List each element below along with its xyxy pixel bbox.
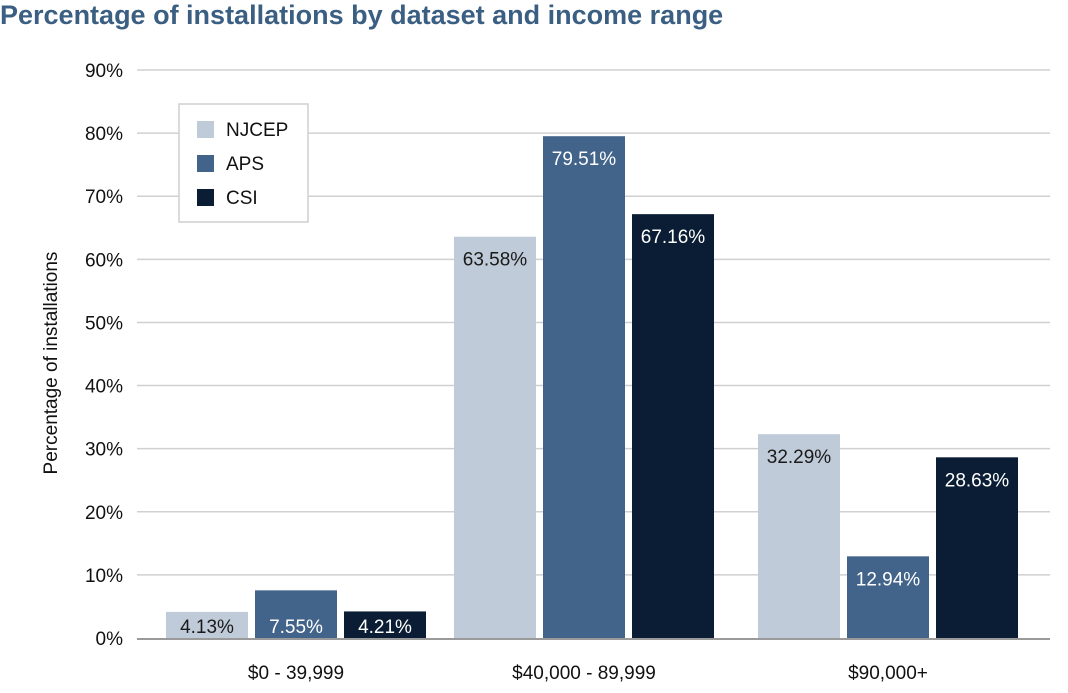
x-axis-ticks: $0 - 39,999 $40,000 - 89,999 $90,000+ <box>248 663 928 684</box>
legend-label-aps: APS <box>226 154 264 175</box>
bar-aps <box>543 136 625 638</box>
y-tick-label: 70% <box>85 187 123 208</box>
y-tick-label: 90% <box>85 61 123 82</box>
x-tick-label: $40,000 - 89,999 <box>512 663 656 684</box>
bar-data-label: 4.13% <box>180 617 234 638</box>
bar-data-label: 7.55% <box>269 617 323 638</box>
legend-swatch-aps <box>197 155 214 172</box>
legend-swatch-njcep <box>197 121 214 138</box>
bar-data-label: 63.58% <box>463 250 528 271</box>
x-tick-label: $0 - 39,999 <box>248 663 344 684</box>
y-axis-ticks: 0% 10% 20% 30% 40% 50% 60% 70% 80% 90% <box>85 61 123 650</box>
bar-data-label: 79.51% <box>552 149 617 170</box>
x-tick-label: $90,000+ <box>848 663 928 684</box>
y-tick-label: 80% <box>85 124 123 145</box>
y-tick-label: 60% <box>85 250 123 271</box>
bar-aps <box>255 590 337 638</box>
legend-swatch-csi <box>197 189 214 206</box>
bar-data-label: 32.29% <box>767 447 832 468</box>
y-tick-label: 30% <box>85 440 123 461</box>
bar-csi <box>344 611 426 638</box>
bars: 4.13% 7.55% 4.21% 63.58% 79.51% 67.16% 32.29% 1… <box>166 136 1018 638</box>
y-tick-label: 20% <box>85 503 123 524</box>
bar-csi <box>936 457 1018 638</box>
y-tick-label: 40% <box>85 377 123 398</box>
chart-title: Percentage of installations by dataset a… <box>0 0 724 30</box>
legend-label-njcep: NJCEP <box>226 120 288 141</box>
y-axis-label: Percentage of installations <box>41 252 62 475</box>
bar-data-label: 67.16% <box>641 227 706 248</box>
bar-data-label: 12.94% <box>856 569 921 590</box>
bar-csi <box>632 214 714 638</box>
legend-label-csi: CSI <box>226 188 258 209</box>
bar-data-label: 28.63% <box>945 470 1010 491</box>
bar-data-label: 4.21% <box>358 617 412 638</box>
y-tick-label: 10% <box>85 566 123 587</box>
bar-njcep <box>454 236 536 638</box>
y-tick-label: 50% <box>85 313 123 334</box>
legend: NJCEP APS CSI <box>178 103 309 223</box>
y-tick-label: 0% <box>96 629 124 650</box>
bar-njcep <box>758 434 840 638</box>
bar-aps <box>847 556 929 638</box>
bar-njcep <box>166 611 248 638</box>
